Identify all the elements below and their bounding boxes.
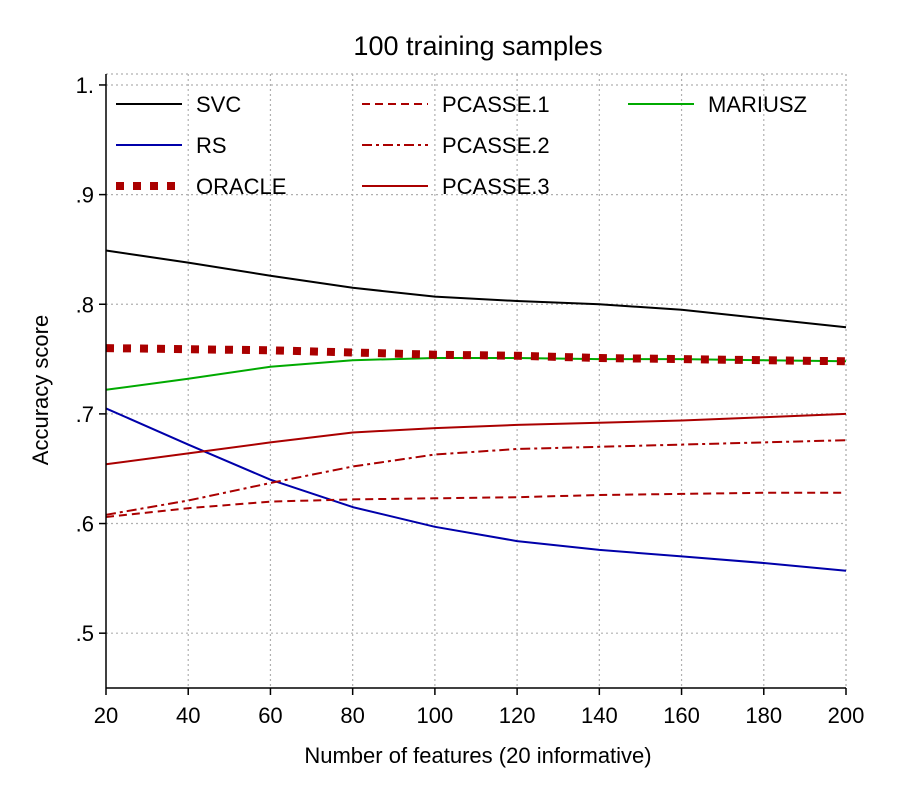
series-line-rs [105, 407, 847, 572]
y-tick-label: .7 [76, 402, 94, 427]
legend-label: MARIUSZ [708, 92, 807, 117]
legend-label: SVC [196, 92, 241, 117]
y-tick-label: .6 [76, 512, 94, 537]
chart-title: 100 training samples [353, 31, 602, 61]
y-axis-label: Accuracy score [28, 315, 53, 465]
x-axis-label: Number of features (20 informative) [304, 743, 651, 768]
x-tick-label: 20 [94, 703, 118, 728]
y-tick-label: 1. [76, 73, 94, 98]
grid [106, 73, 847, 688]
series-line-oracle [105, 344, 847, 366]
x-tick-label: 100 [417, 703, 454, 728]
x-tick-label: 120 [499, 703, 536, 728]
y-tick-label: .9 [76, 183, 94, 208]
x-tick-label: 200 [828, 703, 865, 728]
x-tick-label: 40 [176, 703, 200, 728]
series-lines [105, 249, 847, 572]
series-line-svc [105, 249, 847, 329]
axes [99, 74, 847, 695]
tick-labels: 20 40 60 80 100 120 140 160 180 200 .5 .6 .7 .8 .9 1. [76, 73, 865, 728]
legend-label: RS [196, 133, 227, 158]
x-tick-label: 180 [745, 703, 782, 728]
x-tick-label: 160 [663, 703, 700, 728]
legend-label: PCASSE.3 [442, 174, 550, 199]
series-line-pcasse-2 [105, 439, 847, 516]
legend-label: ORACLE [196, 174, 286, 199]
y-tick-label: .8 [76, 292, 94, 317]
legend-label: PCASSE.1 [442, 92, 550, 117]
legend: SVC RS ORACLE PCASSE.1 PCASSE.2 PCASSE.3 MARIU… [116, 92, 807, 199]
x-tick-label: 60 [258, 703, 282, 728]
series-line-pcasse-1 [105, 491, 846, 518]
x-tick-label: 80 [340, 703, 364, 728]
y-tick-label: .5 [76, 621, 94, 646]
legend-label: PCASSE.2 [442, 133, 550, 158]
x-tick-label: 140 [581, 703, 618, 728]
series-line-pcasse-3 [105, 412, 847, 466]
